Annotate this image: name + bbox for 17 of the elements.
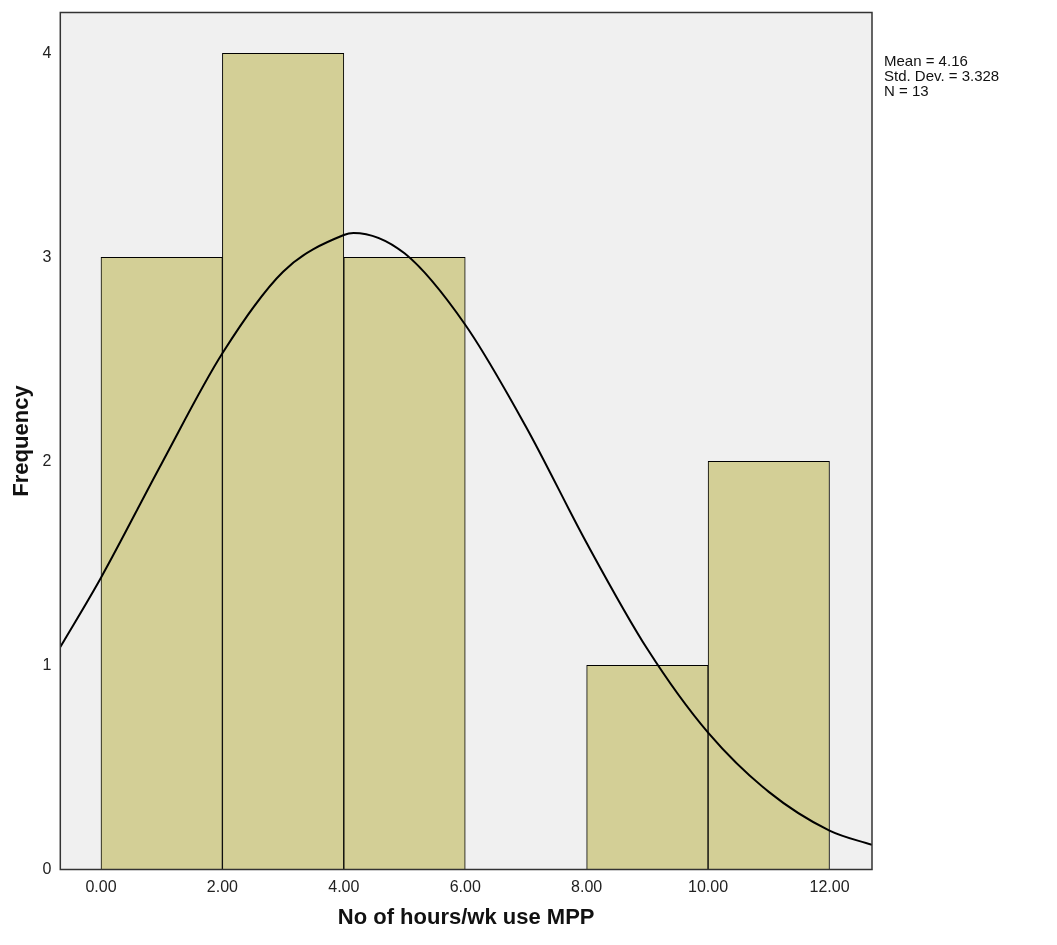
y-tick-label: 3 — [42, 247, 52, 265]
x-tick-label: 6.00 — [449, 878, 481, 896]
text: N = 13 — [884, 82, 929, 100]
x-tick-label: 0.00 — [85, 878, 117, 896]
y-tick-label: 4 — [42, 43, 52, 61]
x-tick-label: 4.00 — [328, 878, 360, 896]
x-tick-label: 12.00 — [809, 878, 850, 896]
x-axis-title: No of hours/wk use MPP — [337, 903, 595, 929]
x-tick-label: 10.00 — [688, 878, 729, 896]
text: Std. Dev. = 3.328 — [884, 67, 1000, 85]
y-axis-title: Frequency — [8, 384, 34, 497]
text: Mean = 4.16 — [884, 52, 968, 70]
y-tick-label: 0 — [42, 859, 52, 877]
y-tick-label: 1 — [42, 655, 52, 673]
y-tick-label: 2 — [42, 451, 52, 469]
x-tick-label: 8.00 — [571, 878, 603, 896]
x-tick-label: 2.00 — [206, 878, 239, 896]
